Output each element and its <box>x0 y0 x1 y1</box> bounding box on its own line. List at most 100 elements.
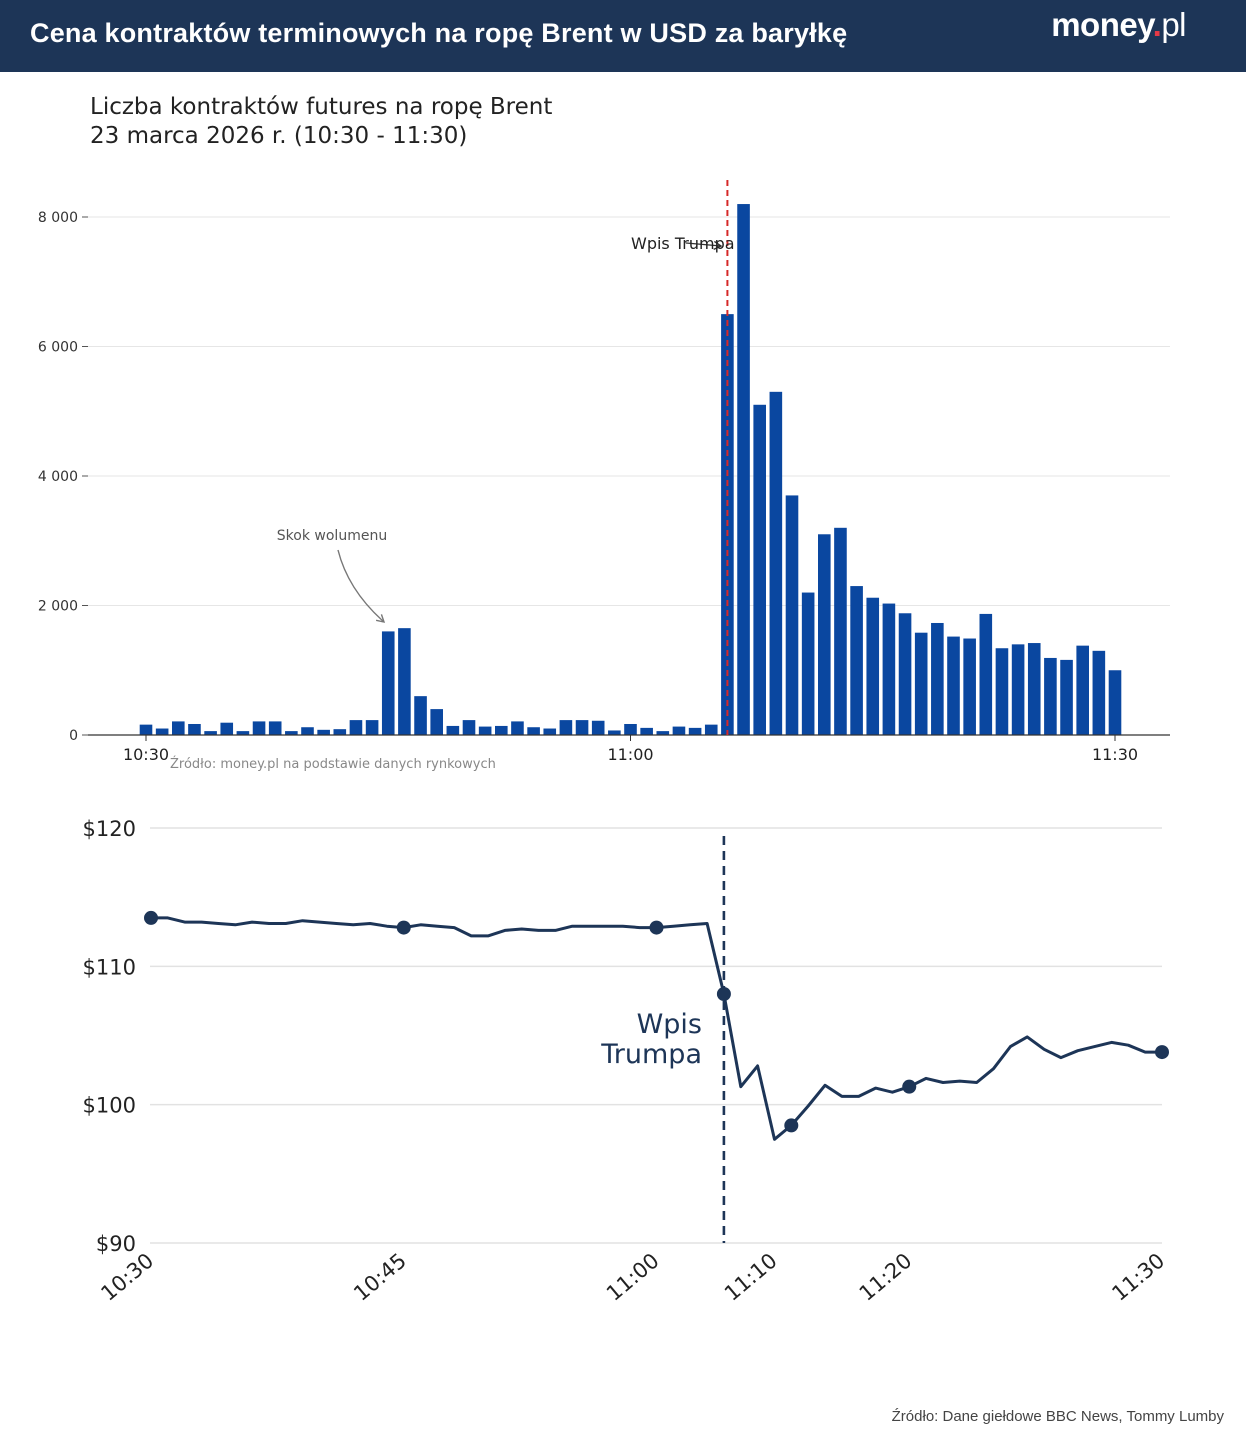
volume-bar <box>1108 670 1122 735</box>
volume-bar <box>462 720 476 735</box>
volume-chart-title-line: Liczba kontraktów futures na ropę Brent <box>90 94 553 120</box>
page-title: Cena kontraktów terminowych na ropę Bren… <box>30 18 848 48</box>
price-point-marker <box>649 920 664 935</box>
volume-bar <box>268 721 282 735</box>
price-point-marker <box>716 987 731 1001</box>
volume-bar <box>1076 645 1089 735</box>
volume-bar <box>155 728 169 735</box>
volume-bar <box>446 725 460 735</box>
volume-bar <box>511 721 524 735</box>
volume-bar <box>349 720 363 735</box>
volume-bar <box>365 720 379 735</box>
footer-source-note: Źródło: Dane giełdowe BBC News, Tommy Lu… <box>891 1408 1224 1425</box>
x-tick-label: 11:00 <box>602 1248 664 1305</box>
volume-bar <box>866 597 880 735</box>
volume-bar <box>204 731 217 735</box>
volume-bar <box>882 603 896 735</box>
volume-bar <box>317 729 330 735</box>
volume-bar <box>656 731 670 735</box>
y-tick-label: 4 000 <box>38 469 78 485</box>
annotation-volume-spike-arrow <box>337 549 386 623</box>
volume-bar <box>818 534 831 735</box>
x-tick-label: 10:30 <box>96 1248 158 1305</box>
volume-bar <box>252 721 266 735</box>
annotation-trump-arrow <box>685 240 723 251</box>
logo-text: money <box>1051 6 1153 43</box>
volume-chart-source: Źródło: money.pl na podstawie danych ryn… <box>170 756 496 772</box>
volume-bar <box>398 628 411 735</box>
price-point-marker <box>784 1118 799 1133</box>
volume-bar <box>963 638 976 735</box>
volume-bar <box>785 495 799 735</box>
y-tick-label: 0 <box>69 728 78 744</box>
volume-bar <box>914 632 928 735</box>
volume-bar-chart: 0 2 000 4 000 6 000 8 000 10:30 11:00 11:30 Skok… <box>38 180 1170 772</box>
price-point-marker <box>902 1079 917 1094</box>
volume-bar <box>414 696 427 735</box>
price-point-marker <box>1155 1045 1169 1060</box>
volume-bar <box>801 592 815 735</box>
volume-bar <box>688 727 702 735</box>
volume-bar <box>1027 643 1041 735</box>
price-point-marker <box>144 910 158 925</box>
y-tick-label: 8 000 <box>38 210 78 226</box>
y-tick-label: 2 000 <box>38 599 78 615</box>
y-tick-label: $110 <box>83 955 136 979</box>
volume-bar <box>591 720 605 735</box>
volume-bar <box>139 724 153 735</box>
annotation-volume-spike: Skok wolumenu <box>277 528 387 544</box>
volume-bar <box>543 728 557 735</box>
volume-bar <box>1092 650 1106 735</box>
price-point-marker <box>396 920 411 935</box>
volume-bar <box>995 648 1009 735</box>
volume-bar <box>220 722 234 735</box>
volume-bar <box>527 727 540 735</box>
volume-bar <box>737 204 750 736</box>
volume-bar <box>172 721 185 735</box>
volume-bar <box>850 586 863 735</box>
volume-bar <box>1011 644 1025 735</box>
y-tick-label: $100 <box>83 1094 136 1118</box>
volume-bar <box>1060 659 1073 735</box>
volume-bar <box>672 726 686 735</box>
volume-bar <box>188 723 201 735</box>
volume-bar <box>559 720 573 735</box>
volume-bar <box>430 709 443 735</box>
volume-chart-title: Liczba kontraktów futures na ropę Brent … <box>90 93 552 151</box>
volume-bar <box>979 613 993 735</box>
volume-bar <box>236 731 250 735</box>
volume-chart-subtitle: 23 marca 2026 r. (10:30 - 11:30) <box>90 123 468 149</box>
volume-bar <box>495 725 508 735</box>
y-tick-label: $90 <box>96 1232 136 1256</box>
y-tick-label: 6 000 <box>38 340 78 356</box>
volume-bar <box>608 730 621 735</box>
header-bar: Cena kontraktów terminowych na ropę Bren… <box>0 0 1246 72</box>
x-tick-label: 10:45 <box>349 1248 411 1305</box>
annotation-trump-post: Wpis Trumpa <box>631 234 735 253</box>
volume-bar <box>898 613 912 735</box>
x-tick-label: 10:30 <box>123 745 169 764</box>
volume-bar <box>947 636 960 735</box>
x-tick-label: 11:00 <box>607 745 653 764</box>
volume-bar <box>834 527 847 735</box>
x-tick-label: 11:30 <box>1107 1248 1169 1305</box>
volume-bar <box>301 727 314 735</box>
logo-dot: . <box>1152 6 1162 43</box>
event-label-line-1: Wpis <box>637 1009 702 1040</box>
volume-bar <box>931 622 944 735</box>
event-label-line-2: Trumpa <box>600 1039 702 1070</box>
x-tick-label: 11:10 <box>720 1248 782 1305</box>
volume-bar <box>753 404 766 735</box>
volume-bar <box>1044 657 1057 735</box>
logo-suffix: pl <box>1161 6 1186 43</box>
volume-bar <box>704 724 718 735</box>
volume-bar <box>769 391 783 735</box>
money-pl-logo[interactable]: money.pl <box>1051 6 1186 44</box>
volume-bar <box>640 727 653 735</box>
volume-bar <box>478 726 492 735</box>
x-tick-label: 11:20 <box>855 1248 917 1305</box>
y-tick-label: $120 <box>83 817 136 841</box>
volume-bar <box>624 723 637 735</box>
volume-bar <box>381 631 395 735</box>
